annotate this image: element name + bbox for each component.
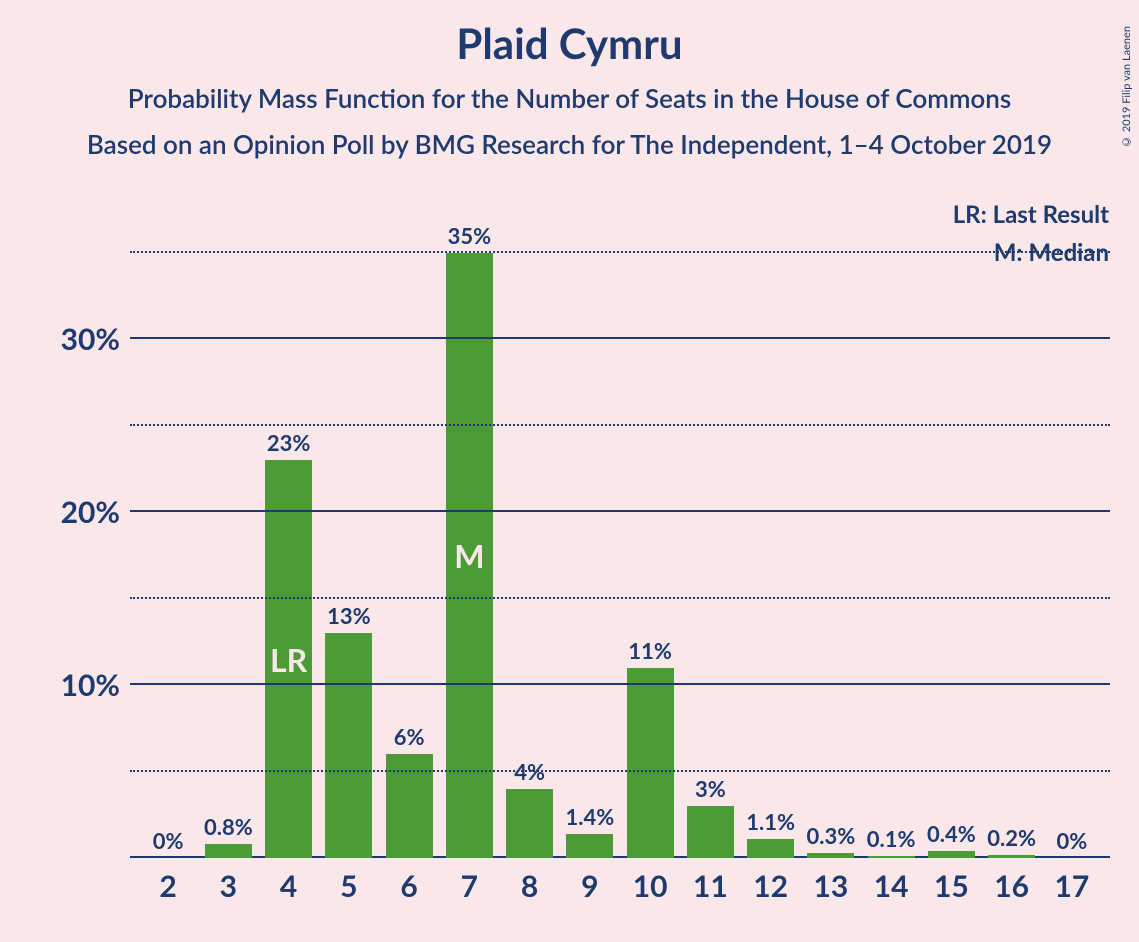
bar: [566, 834, 613, 858]
bar-value-label: 1.1%: [746, 808, 795, 835]
chart: 0% 0.8% 23% LR 13% 6% 35% M 4%1.4% 11% 3% 1.1% 0.3% 0…: [50, 218, 1120, 918]
bar-value-label: 0%: [153, 827, 184, 854]
bar-slot: 13%: [319, 218, 379, 858]
bar: M: [446, 253, 493, 858]
bar-inner-label: LR: [270, 640, 307, 679]
bar: [868, 856, 915, 858]
gridline-major: 20%: [130, 510, 1110, 512]
bar-value-label: 0.3%: [806, 822, 855, 849]
bar-slot: 35% M: [439, 218, 499, 858]
bar: [506, 789, 553, 858]
bar-slot: 0%: [1042, 218, 1102, 858]
bar: [627, 668, 674, 858]
bar-slot: 23% LR: [259, 218, 319, 858]
y-tick-label: 10%: [61, 667, 130, 703]
bar-slot: 1.1%: [741, 218, 801, 858]
bar-value-label: 3%: [695, 775, 726, 802]
bar: LR: [265, 460, 312, 858]
y-tick-label: 30%: [61, 321, 130, 357]
x-tick-label: 13: [801, 862, 861, 918]
bar: [325, 633, 372, 858]
bar-value-label: 0.1%: [867, 825, 916, 852]
bar-slot: 1.4%: [560, 218, 620, 858]
x-tick-label: 7: [439, 862, 499, 918]
x-tick-label: 2: [138, 862, 198, 918]
copyright-text: © 2019 Filip van Laenen: [1120, 26, 1133, 148]
bar-value-label: 35%: [448, 222, 492, 249]
gridline-major: 30%: [130, 337, 1110, 339]
x-tick-label: 9: [560, 862, 620, 918]
bar-value-label: 6%: [394, 723, 425, 750]
bar-value-label: 0.2%: [987, 824, 1036, 851]
bar: [747, 839, 794, 858]
bar-slot: 6%: [379, 218, 439, 858]
bar: [687, 806, 734, 858]
bar-value-label: 0.4%: [927, 820, 976, 847]
x-axis-labels: 234567891011121314151617: [130, 862, 1110, 918]
x-tick-label: 14: [861, 862, 921, 918]
x-tick-label: 4: [259, 862, 319, 918]
x-tick-label: 5: [319, 862, 379, 918]
bar: [928, 851, 975, 858]
bars-container: 0% 0.8% 23% LR 13% 6% 35% M 4%1.4% 11% 3% 1.1% 0.3% 0…: [130, 218, 1110, 858]
plot-area: 0% 0.8% 23% LR 13% 6% 35% M 4%1.4% 11% 3% 1.1% 0.3% 0…: [130, 218, 1110, 858]
x-tick-label: 16: [982, 862, 1042, 918]
bar-value-label: 11%: [628, 637, 672, 664]
chart-subtitle-1: Probability Mass Function for the Number…: [0, 82, 1139, 114]
bar-slot: 0.2%: [982, 218, 1042, 858]
bar-value-label: 0.8%: [204, 813, 253, 840]
x-tick-label: 3: [198, 862, 258, 918]
bar: [988, 855, 1035, 858]
x-tick-label: 8: [500, 862, 560, 918]
x-tick-label: 17: [1042, 862, 1102, 918]
gridline-minor: [130, 424, 1110, 426]
bar-value-label: 23%: [267, 429, 311, 456]
bar-inner-label: M: [454, 536, 484, 575]
x-tick-label: 10: [620, 862, 680, 918]
bar: [807, 853, 854, 858]
bar-slot: 11%: [620, 218, 680, 858]
bar-slot: 0.8%: [198, 218, 258, 858]
gridline-minor: [130, 770, 1110, 772]
bar-slot: 0.4%: [921, 218, 981, 858]
x-tick-label: 11: [680, 862, 740, 918]
bar-value-label: 1.4%: [565, 803, 614, 830]
bar-slot: 0.3%: [801, 218, 861, 858]
gridline-major: 10%: [130, 683, 1110, 685]
bar-slot: 0%: [138, 218, 198, 858]
bar-slot: 0.1%: [861, 218, 921, 858]
x-tick-label: 6: [379, 862, 439, 918]
bar-slot: 4%: [500, 218, 560, 858]
bar-slot: 3%: [680, 218, 740, 858]
chart-subtitle-2: Based on an Opinion Poll by BMG Research…: [0, 128, 1139, 160]
x-tick-label: 15: [921, 862, 981, 918]
y-tick-label: 20%: [61, 494, 130, 530]
x-tick-label: 12: [741, 862, 801, 918]
gridline-minor: [130, 251, 1110, 253]
gridline-minor: [130, 597, 1110, 599]
bar-value-label: 0%: [1056, 827, 1087, 854]
bar: [205, 844, 252, 858]
bar-value-label: 13%: [327, 602, 371, 629]
chart-title: Plaid Cymru: [0, 18, 1139, 68]
